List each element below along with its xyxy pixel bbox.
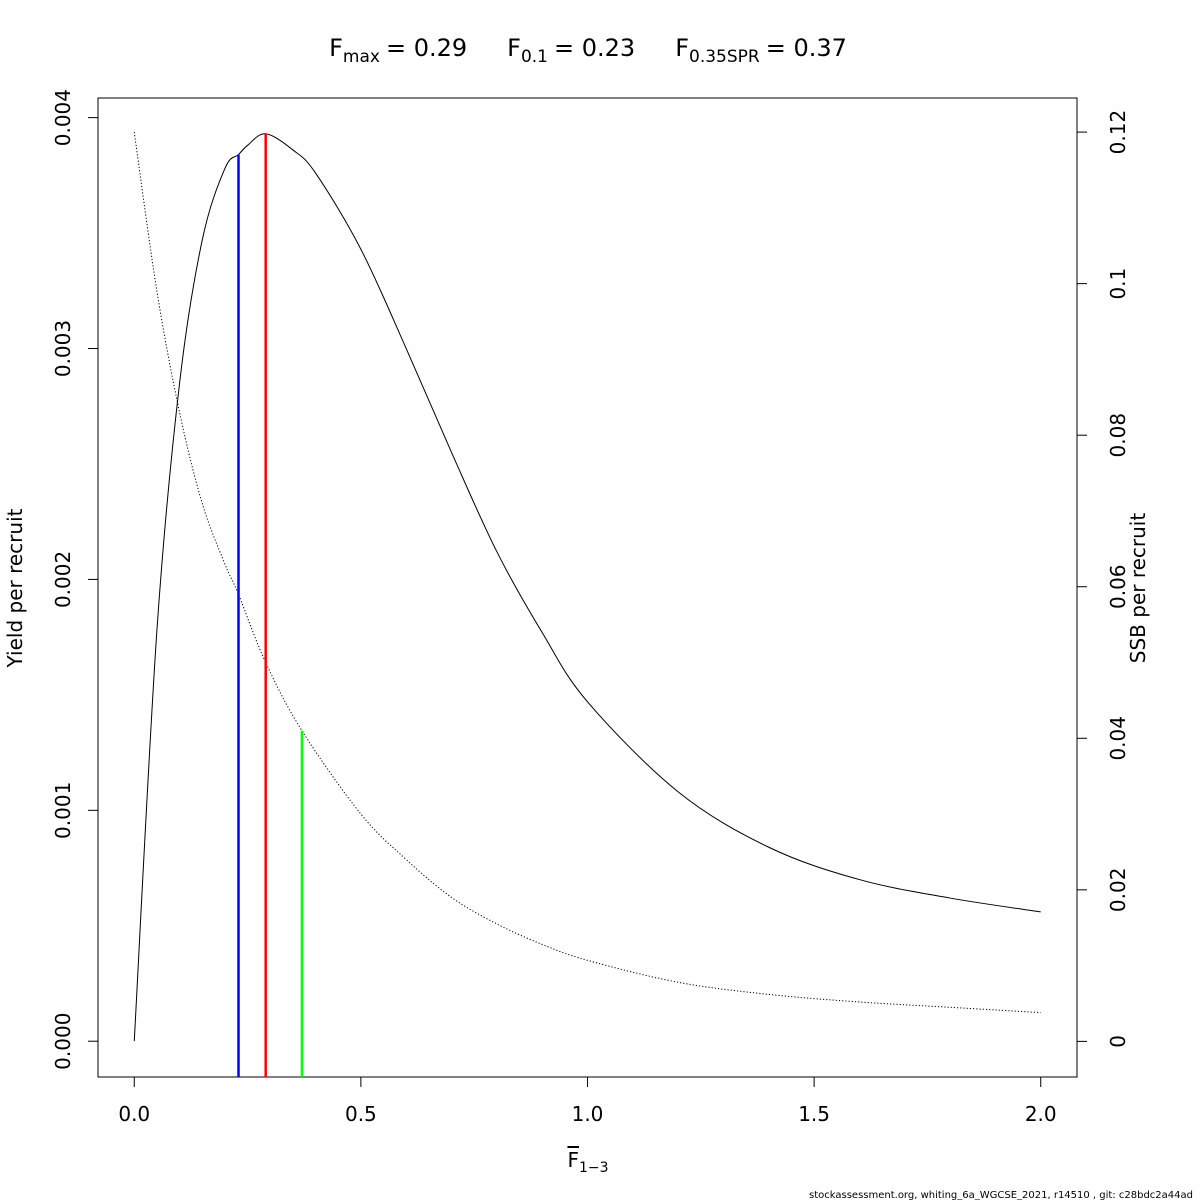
y-right-tick-label: 0.1: [1106, 268, 1130, 300]
title-subscript: max: [343, 47, 380, 67]
y-axis-left: 0.000 0.001 0.002 0.003 0.004: [51, 89, 99, 1070]
y-right-tick-label: 0: [1106, 1035, 1130, 1048]
title-value: = 0.37: [766, 34, 847, 62]
plot-frame: [97, 97, 1078, 1078]
chart-title: Fmax = 0.29 F0.1 = 0.23 F0.35SPR = 0.37: [329, 34, 847, 67]
reference-lines: [237, 133, 304, 1077]
x-tick-label: 1.5: [798, 1102, 830, 1126]
ssb-per-recruit-line: [133, 132, 1041, 1014]
x-tick-label: 2.0: [1025, 1102, 1057, 1126]
y-axis-right-label: SSB per recruit: [1126, 513, 1150, 664]
y-right-tick-label: 0.02: [1106, 868, 1130, 913]
title-symbol: F: [329, 34, 343, 62]
y-left-tick-label: 0.004: [51, 89, 75, 146]
y-left-tick-label: 0.002: [51, 551, 75, 608]
x-tick-label: 0.0: [118, 1102, 150, 1126]
title-value: = 0.29: [386, 34, 467, 62]
y-left-tick-label: 0.000: [51, 1013, 75, 1070]
y-right-tick-label: 0.06: [1106, 564, 1130, 609]
y-left-tick-label: 0.003: [51, 320, 75, 377]
y-axis-left-label: Yield per recruit: [3, 508, 27, 668]
yield-per-recruit-line: [133, 133, 1041, 1042]
title-symbol: F: [507, 34, 521, 62]
y-right-tick-label: 0.04: [1106, 716, 1130, 761]
title-subscript: 0.35SPR: [689, 47, 760, 67]
x-label-subscript: 1−3: [579, 1160, 609, 1176]
title-symbol: F: [675, 34, 689, 62]
x-tick-label: 0.5: [345, 1102, 377, 1126]
x-axis: 0.0 0.5 1.0 1.5 2.0: [118, 1076, 1057, 1126]
x-label-symbol: F: [567, 1148, 579, 1172]
series-layer: [133, 132, 1041, 1042]
x-tick-label: 1.0: [572, 1102, 604, 1126]
title-value: = 0.23: [554, 34, 635, 62]
y-left-tick-label: 0.001: [51, 782, 75, 839]
title-subscript: 0.1: [521, 47, 548, 67]
y-axis-right: 0 0.02 0.04 0.06 0.08 0.1 0.12: [1076, 110, 1130, 1048]
y-right-tick-label: 0.12: [1106, 110, 1130, 155]
x-axis-label: F1−3: [567, 1148, 608, 1176]
y-right-tick-label: 0.08: [1106, 413, 1130, 458]
footer-credit: stockassessment.org, whiting_6a_WGCSE_20…: [809, 1190, 1193, 1200]
